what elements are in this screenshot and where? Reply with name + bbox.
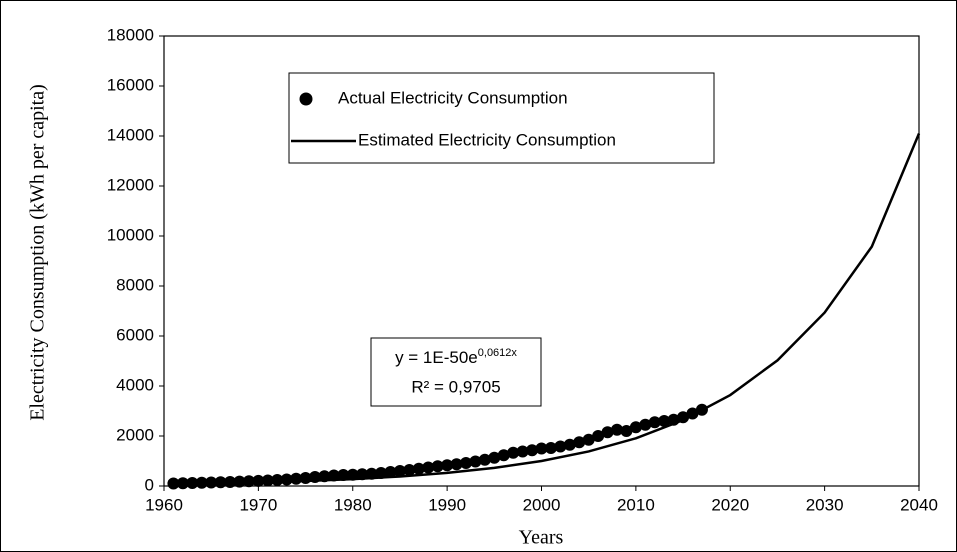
data-point	[582, 433, 595, 446]
data-point	[460, 457, 472, 469]
data-point	[422, 461, 435, 474]
data-point	[535, 442, 548, 455]
data-point	[639, 418, 652, 431]
data-point	[611, 423, 623, 436]
x-tick-label: 2010	[617, 495, 655, 514]
legend-box	[288, 72, 715, 164]
data-point	[337, 469, 350, 481]
x-tick-label: 2020	[711, 495, 749, 514]
data-point	[261, 474, 274, 487]
equation: y = 1E-50e0,0612x	[395, 347, 517, 368]
data-point	[242, 475, 255, 488]
x-axis-label: Years	[519, 527, 564, 549]
data-point	[620, 425, 633, 437]
data-point	[544, 442, 557, 454]
y-tick-label: 2000	[116, 425, 154, 444]
x-tick-label: 1960	[145, 495, 183, 514]
data-point	[554, 440, 567, 453]
data-point	[592, 430, 605, 442]
x-tick-label: 2040	[900, 495, 938, 514]
y-tick-label: 14000	[107, 125, 154, 144]
legend-label: Actual Electricity Consumption	[338, 88, 568, 107]
data-point	[431, 460, 444, 473]
data-point	[563, 438, 576, 451]
y-axis-label: Electricity Consumption (kWh per capita)	[26, 84, 49, 421]
annotation-box	[370, 337, 542, 407]
trend-line	[173, 133, 921, 486]
data-point	[384, 466, 397, 478]
data-point	[403, 464, 416, 476]
r-squared: R² = 0,9705	[411, 377, 500, 396]
y-tick-label: 12000	[107, 175, 154, 194]
data-point	[497, 449, 510, 462]
y-tick-label: 6000	[116, 325, 154, 344]
data-point	[526, 444, 539, 457]
legend-marker	[299, 92, 313, 106]
y-tick-label: 0	[145, 475, 154, 494]
data-point	[450, 458, 463, 471]
data-point	[629, 421, 642, 434]
legend-label: Estimated Electricity Consumption	[358, 130, 616, 149]
data-point	[469, 455, 482, 468]
data-point	[375, 467, 388, 479]
data-point	[252, 474, 265, 487]
data-point	[658, 415, 671, 427]
data-point	[488, 451, 501, 464]
data-point	[573, 436, 586, 449]
data-point	[393, 465, 406, 477]
x-tick-label: 1990	[428, 495, 466, 514]
data-point	[648, 416, 661, 429]
y-tick-label: 16000	[107, 75, 154, 94]
y-tick-label: 8000	[116, 275, 154, 294]
y-tick-label: 18000	[107, 25, 154, 44]
data-point	[441, 459, 454, 472]
data-point	[478, 453, 491, 466]
x-tick-label: 2000	[523, 495, 561, 514]
y-tick-label: 10000	[107, 225, 154, 244]
data-point	[507, 446, 520, 459]
data-point	[601, 426, 614, 439]
x-tick-label: 1970	[239, 495, 277, 514]
x-tick-label: 1980	[334, 495, 372, 514]
data-point	[412, 462, 425, 475]
x-tick-label: 2030	[806, 495, 844, 514]
y-tick-label: 4000	[116, 375, 154, 394]
data-point	[516, 445, 529, 458]
